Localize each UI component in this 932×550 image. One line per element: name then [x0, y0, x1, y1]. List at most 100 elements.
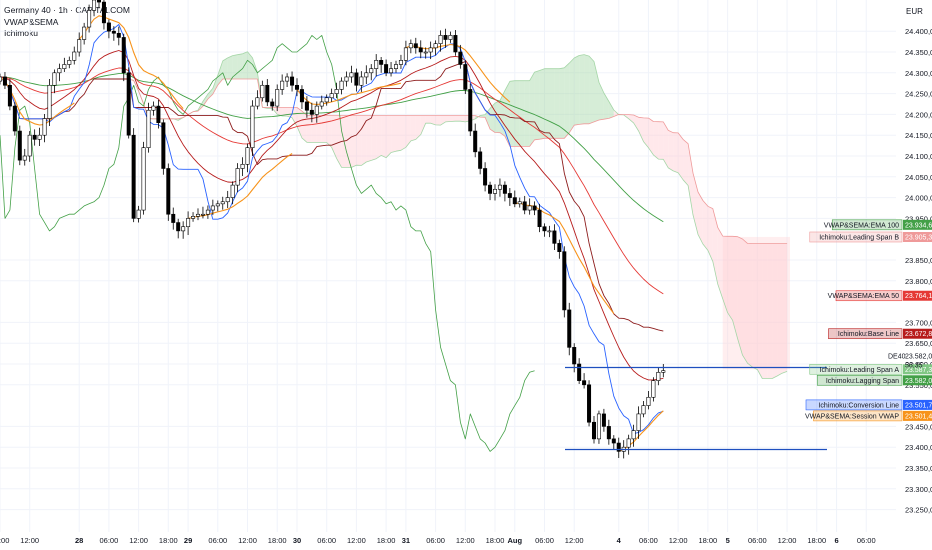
ichimoku-cloud-segment	[292, 107, 297, 127]
time-axis-tick: 18:00	[698, 536, 717, 545]
candle-body	[87, 10, 92, 28]
ichimoku-cloud-segment	[702, 200, 708, 251]
price-axis-tick: 23.550,0	[905, 381, 932, 390]
ichimoku-cloud-segment	[207, 88, 213, 100]
ichimoku-cloud-segment	[445, 115, 451, 122]
candle-body	[37, 134, 42, 140]
indicator-legend-vwap-sema[interactable]: VWAP&SEMA	[4, 17, 59, 27]
time-axis-tick: 12:00	[129, 536, 148, 545]
ichimoku-cloud-segment	[633, 115, 639, 132]
ichimoku-cloud-segment	[336, 115, 342, 168]
candle-body	[418, 47, 423, 53]
time-axis-tick: 12:00	[778, 536, 797, 545]
candle-body	[57, 68, 62, 74]
svg-text:VWAP&SEMA:EMA 50: VWAP&SEMA:EMA 50	[828, 293, 899, 300]
price-axis-tick: 23.700,0	[905, 318, 932, 327]
indicator-legend-ichimoku[interactable]: Ichimoku	[4, 28, 39, 38]
time-axis-tick: 18:00	[486, 536, 505, 545]
candle-body	[329, 93, 334, 99]
candle-body	[304, 101, 309, 111]
ichimoku-cloud-segment	[217, 60, 223, 86]
time-axis-tick: 06:00	[857, 536, 876, 545]
ichimoku-cloud-segment	[405, 115, 411, 148]
svg-text:VWAP&SEMA:EMA 100: VWAP&SEMA:EMA 100	[824, 222, 899, 229]
ichimoku-cloud-segment	[683, 139, 689, 186]
candle-body	[379, 60, 384, 65]
ichimoku-cloud-segment	[381, 115, 387, 158]
candle-body	[364, 72, 369, 78]
ichimoku-cloud-segment	[668, 130, 674, 171]
candle-body	[611, 438, 616, 444]
candle-body	[32, 134, 37, 140]
price-axis-tick: 23.800,0	[905, 277, 932, 286]
ichimoku-cloud-segment	[643, 117, 649, 148]
ichimoku-cloud-segment	[376, 115, 382, 159]
candle-body	[42, 118, 47, 136]
price-axis-tick: 23.350,0	[905, 464, 932, 473]
time-axis-tick: 06:00	[426, 536, 445, 545]
indicator-value-label: Ichimoku:Conversion Line 23.501,7	[805, 399, 932, 411]
svg-text:23.582,0: 23.582,0	[905, 378, 932, 385]
chart-title[interactable]: Germany 40 · 1h · CAPITALCOM	[4, 5, 130, 15]
ichimoku-cloud-segment	[628, 114, 634, 123]
ichimoku-cloud-segment	[316, 115, 322, 143]
candle-body	[290, 76, 295, 86]
candle-body	[82, 26, 87, 40]
candle-body	[463, 64, 468, 90]
ichimoku-cloud-segment	[212, 75, 218, 95]
candle-body	[146, 109, 151, 148]
ichimoku-cloud-segment	[430, 115, 436, 125]
indicator-value-label: Ichimoku:Lagging Span 23.582,0	[816, 374, 932, 386]
ichimoku-cloud-segment	[386, 115, 392, 158]
candle-body	[17, 130, 22, 161]
candle-body	[176, 222, 181, 232]
candle-body	[473, 130, 478, 153]
candle-body	[606, 426, 611, 440]
ichimoku-cloud-segment	[361, 115, 367, 166]
candle-body	[369, 68, 374, 74]
candle-body	[458, 51, 463, 65]
ichimoku-cloud-segment	[440, 115, 446, 126]
ichimoku-cloud-segment	[410, 115, 416, 141]
candle-body	[398, 60, 403, 65]
ichimoku-cloud-segment	[490, 103, 495, 133]
svg-text:Ichimoku:Leading Span A: Ichimoku:Leading Span A	[820, 367, 900, 374]
candle-body	[166, 168, 171, 215]
candle-body	[225, 197, 230, 203]
candle-body	[275, 89, 280, 107]
ichimoku-cloud-segment	[282, 107, 288, 117]
session-vwap-line	[405, 43, 511, 103]
candle-body	[497, 184, 502, 190]
candle-body	[126, 72, 131, 136]
candle-body	[171, 213, 176, 223]
price-axis-tick: 24.350,0	[905, 48, 932, 57]
candle-body	[448, 35, 453, 40]
price-axis-tick: 23.850,0	[905, 256, 932, 265]
candle-body	[537, 209, 542, 228]
candle-body	[250, 105, 255, 148]
candle-body	[601, 413, 606, 427]
ichimoku-cloud-segment	[678, 132, 684, 180]
candle-body	[220, 201, 225, 205]
ichimoku-cloud-segment	[673, 132, 679, 173]
candle-body	[77, 39, 82, 53]
ichimoku-cloud-segment	[608, 101, 614, 119]
ichimoku-cloud-segment	[688, 143, 693, 215]
candle-body	[428, 47, 433, 53]
price-axis-tick: 23.650,0	[905, 339, 932, 348]
candle-body	[200, 213, 205, 216]
candle-body	[324, 97, 329, 103]
price-axis-tick: 24.250,0	[905, 90, 932, 99]
ichimoku-cloud-segment	[311, 115, 317, 143]
candle-body	[240, 164, 245, 169]
time-axis-tick: 30	[293, 536, 301, 545]
session-vwap-line	[0, 76, 75, 126]
ichimoku-cloud-segment	[242, 51, 248, 80]
time-axis-tick: 18:00	[807, 536, 826, 545]
candle-body	[299, 89, 304, 103]
price-axis-tick: 24.150,0	[905, 131, 932, 140]
price-axis-tick: 24.000,0	[905, 194, 932, 203]
ichimoku-cloud-segment	[415, 115, 421, 140]
ichimoku-cloud-segment	[539, 68, 545, 140]
